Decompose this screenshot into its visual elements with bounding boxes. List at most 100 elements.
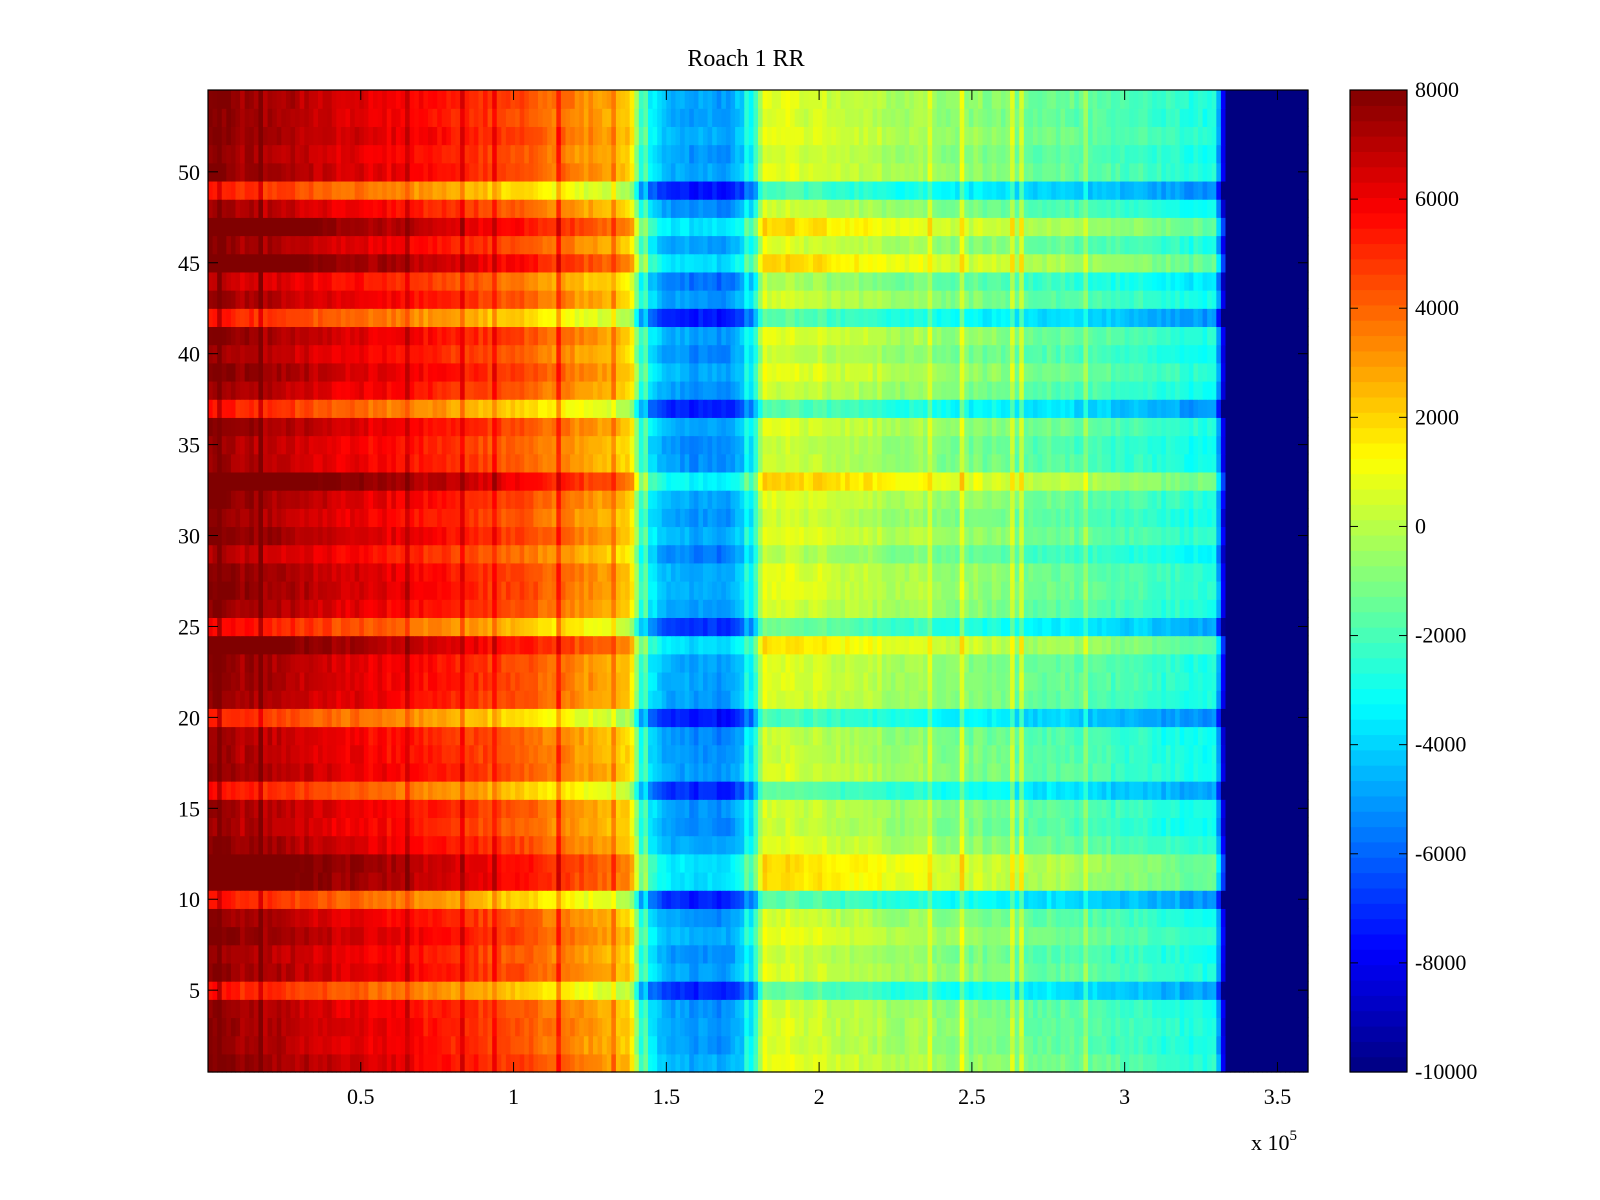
heatmap-cell [945,962,952,982]
heatmap-cell [1074,781,1080,800]
heatmap-cell [602,835,608,855]
heatmap-cell [712,799,718,819]
heatmap-cell [1266,853,1272,873]
heatmap-cell [1005,890,1011,909]
heatmap-cell [1120,799,1126,819]
heatmap-cell [368,708,374,728]
heatmap-cell [1271,999,1277,1019]
heatmap-cell [1051,762,1057,782]
heatmap-cell [872,762,878,782]
heatmap-cell [405,744,411,764]
heatmap-cell [240,762,246,782]
heatmap-cell [1147,708,1153,728]
heatmap-cell [643,799,649,819]
heatmap-cell [593,1053,599,1073]
heatmap-cell [652,690,658,709]
heatmap-cell [560,817,567,837]
heatmap-cell [1042,708,1048,728]
heatmap-cell [418,871,425,891]
heatmap-cell [1298,1053,1305,1073]
heatmap-cell [845,944,851,964]
heatmap-cell [1156,762,1162,782]
heatmap-cell [345,781,351,800]
heatmap-cell [858,944,865,964]
heatmap-cell [281,962,287,982]
heatmap-cell [1101,908,1107,928]
heatmap-cell [538,1017,544,1037]
heatmap-cell [1294,926,1300,946]
heatmap-cell [1129,962,1135,982]
heatmap-cell [620,744,626,764]
heatmap-cell [771,999,777,1019]
heatmap-cell [597,1035,603,1055]
heatmap-cell [890,944,897,964]
heatmap-cell [611,890,617,909]
heatmap-cell [336,762,342,782]
heatmap-cell [1110,817,1117,837]
heatmap-cell [666,835,672,855]
heatmap-cell [1115,708,1121,728]
heatmap-cell [716,853,722,873]
heatmap-cell [1262,1017,1268,1037]
heatmap-cell [684,926,690,946]
heatmap-cell [735,1017,741,1037]
heatmap-cell [625,853,631,873]
heatmap-cell [652,835,658,855]
heatmap-cell [382,944,388,964]
heatmap-cell [1133,999,1140,1019]
heatmap-cell [872,962,878,982]
heatmap-cell [547,726,553,746]
heatmap-cell [1143,999,1149,1019]
heatmap-cell [1285,1053,1291,1073]
heatmap-cell [987,999,993,1019]
heatmap-cell [487,962,493,982]
heatmap-cell [240,726,246,746]
heatmap-cell [478,781,484,800]
heatmap-cell [978,926,984,946]
heatmap-cell [519,1053,525,1073]
heatmap-cell [483,817,489,837]
heatmap-cell [758,999,764,1019]
heatmap-cell [267,890,273,909]
heatmap-cell [226,690,232,709]
heatmap-cell [785,1053,791,1073]
heatmap-cell [1124,835,1130,855]
heatmap-cell [249,817,255,837]
heatmap-cell [629,817,635,837]
heatmap-cell [817,853,823,873]
heatmap-cell [1253,981,1259,1000]
heatmap-cell [808,781,814,800]
heatmap-cell [693,690,700,709]
heatmap-cell [881,1035,887,1055]
heatmap-cell [1170,944,1176,964]
heatmap-cell [872,708,878,728]
heatmap-cell [881,871,887,891]
heatmap-cell [574,926,580,946]
heatmap-cell [1275,708,1282,728]
heatmap-cell [570,762,576,782]
heatmap-cell [1055,981,1062,1000]
heatmap-cell [923,799,929,819]
heatmap-cell [776,1035,782,1055]
heatmap-cell [313,799,319,819]
heatmap-cell [606,962,612,982]
heatmap-cell [441,708,447,728]
heatmap-cell [780,1017,787,1037]
heatmap-cell [217,1035,223,1055]
heatmap-cell [1033,981,1039,1000]
heatmap-cell [1143,1017,1149,1037]
heatmap-cell [208,944,214,964]
heatmap-cell [780,799,787,819]
heatmap-cell [895,708,901,728]
heatmap-cell [336,944,342,964]
heatmap-cell [359,890,365,909]
heatmap-cell [597,999,603,1019]
heatmap-cell [661,762,667,782]
heatmap-cell [492,799,498,819]
heatmap-cell [208,726,214,746]
heatmap-cell [1037,799,1043,819]
heatmap-cell [872,871,878,891]
heatmap-cell [368,853,374,873]
heatmap-cell [661,999,667,1019]
heatmap-cell [565,981,571,1000]
